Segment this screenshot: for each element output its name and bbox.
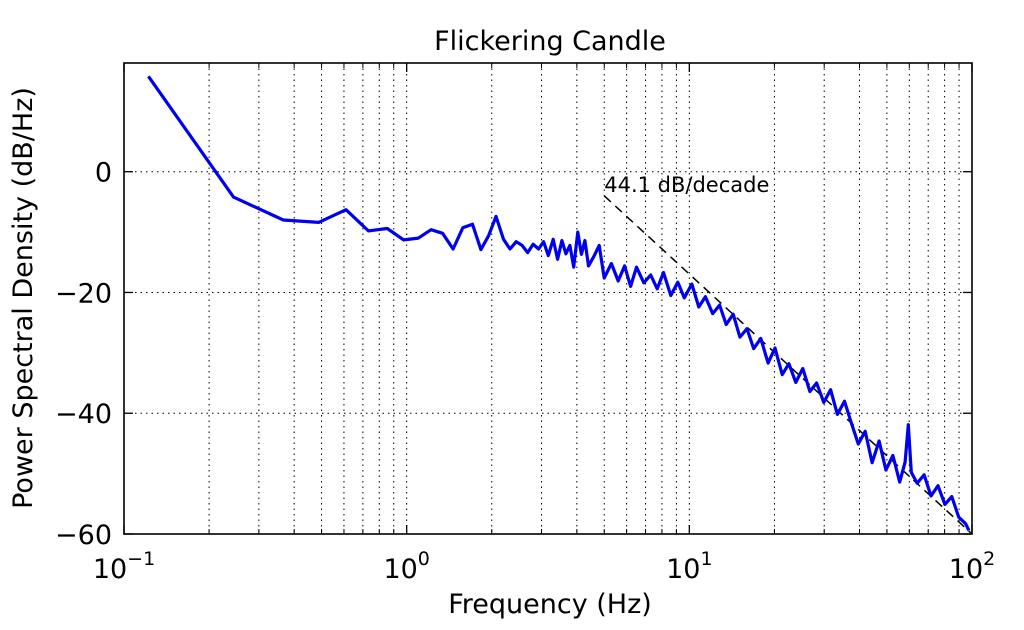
fit-line-layer: [603, 195, 973, 535]
y-tick-label: −60: [55, 520, 112, 551]
tick-labels: 10−1 100 101 102 0 −20 −40 −60: [55, 158, 995, 585]
plot-frame: [123, 62, 973, 535]
slope-fit-line: [603, 195, 973, 535]
ticks: [123, 63, 973, 535]
y-tick-label: −40: [55, 399, 112, 430]
grid: [124, 63, 972, 534]
y-tick-label: −20: [55, 278, 112, 309]
x-tick-label: 100: [383, 548, 429, 585]
y-axis-label: Power Spectral Density (dB/Hz): [8, 87, 39, 509]
y-tick-label: 0: [95, 158, 112, 189]
x-axis-label: Frequency (Hz): [448, 589, 652, 620]
series-layer: [147, 75, 971, 532]
chart-title: Flickering Candle: [434, 26, 666, 57]
x-tick-label: 102: [949, 548, 995, 585]
x-tick-label: 10−1: [93, 548, 155, 585]
psd-series-line: [147, 75, 971, 532]
x-tick-label: 101: [666, 548, 712, 585]
slope-annotation: 44.1 dB/decade: [604, 173, 769, 197]
